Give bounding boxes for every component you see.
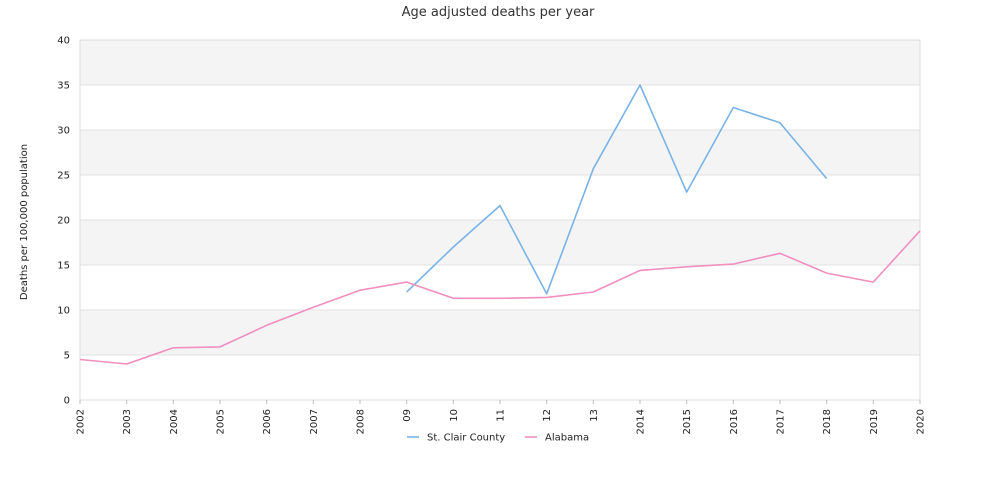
- series-line-alabama: [79, 230, 921, 365]
- plot-band: [80, 130, 920, 175]
- x-tick-label: 2019: [869, 409, 880, 434]
- x-tick-label: 10: [449, 409, 460, 422]
- y-tick-label: 40: [57, 36, 70, 47]
- y-axis-label: Deaths per 100,000 population: [19, 144, 30, 300]
- y-tick-label: 35: [57, 81, 70, 92]
- chart-title: Age adjusted deaths per year: [402, 5, 595, 20]
- x-tick-label: 2018: [822, 409, 833, 434]
- x-tick-label: 2003: [122, 409, 133, 434]
- series-layer: [79, 84, 921, 365]
- legend-label: Alabama: [545, 433, 589, 444]
- x-tick-label: 11: [496, 409, 507, 422]
- legend: St. Clair County Alabama: [407, 433, 589, 444]
- plot-band: [80, 175, 920, 220]
- plot-band: [80, 265, 920, 310]
- x-tick-label: 2015: [682, 409, 693, 434]
- x-tick-label: 2014: [636, 409, 647, 434]
- y-tick-label: 20: [57, 216, 70, 227]
- x-tick-label: 13: [589, 409, 600, 422]
- y-tick-label: 10: [57, 306, 70, 317]
- y-tick-label: 5: [64, 351, 70, 362]
- x-tick-label: 12: [542, 409, 553, 422]
- y-tick-label: 15: [57, 261, 70, 272]
- series-line-st-clair-county: [406, 84, 828, 295]
- plot-band: [80, 310, 920, 355]
- x-axis-ticks: 2002 2003 2004 2005 2006 2007 2008 09 10 11 12 13 20…: [76, 400, 927, 434]
- x-tick-label: 2002: [76, 409, 87, 434]
- plot-band: [80, 355, 920, 400]
- y-tick-label: 25: [57, 171, 70, 182]
- plot-bands: [80, 40, 920, 400]
- plot-band: [80, 85, 920, 130]
- plot-band: [80, 220, 920, 265]
- x-tick-label: 2017: [776, 409, 787, 434]
- plot-band: [80, 40, 920, 85]
- x-tick-label: 2008: [356, 409, 367, 434]
- x-tick-label: 2004: [169, 409, 180, 434]
- legend-label: St. Clair County: [427, 433, 505, 444]
- x-tick-label: 2020: [916, 409, 927, 434]
- x-tick-label: 2006: [262, 409, 273, 434]
- x-tick-label: 09: [402, 409, 413, 422]
- y-tick-label: 30: [57, 126, 70, 137]
- y-axis-ticks: 0 5 10 15 20 25 30 35 40: [57, 36, 70, 407]
- x-tick-label: 2007: [309, 409, 320, 434]
- y-tick-label: 0: [64, 396, 70, 407]
- x-tick-label: 2016: [729, 409, 740, 434]
- x-tick-label: 2005: [216, 409, 227, 434]
